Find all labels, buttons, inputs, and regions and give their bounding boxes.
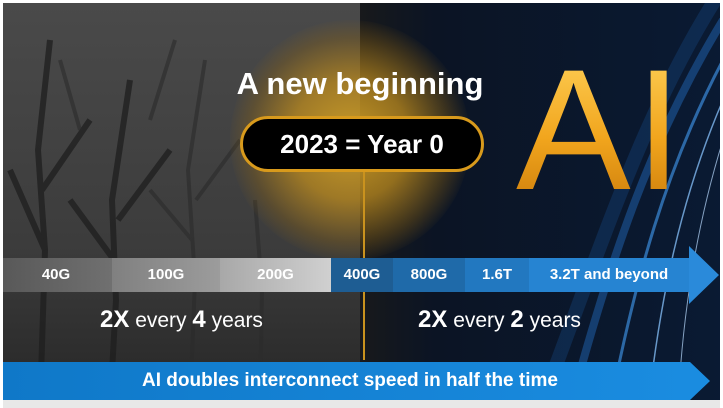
speed-segment-40g: 40G <box>0 258 112 292</box>
rate-right-text: 2X every 2 years <box>418 306 581 334</box>
ai-letters: AI <box>516 34 687 226</box>
banner-background <box>0 362 690 400</box>
year-zero-callout: 2023 = Year 0 <box>240 116 484 172</box>
speed-roadmap-bar: 40G 100G 200G 400G 800G 1.6T 3.2T and be… <box>0 246 723 304</box>
rate-left-mid: every <box>129 309 193 332</box>
speed-segment-200g: 200G <box>220 258 331 292</box>
rate-left-suffix: years <box>205 309 263 332</box>
slide-title: A new beginning <box>236 66 484 101</box>
arrow-right-icon <box>689 246 719 304</box>
rate-right-mid: every <box>447 309 511 332</box>
rate-left-prefix: 2X <box>100 306 130 333</box>
rate-right-suffix: years <box>523 309 581 332</box>
speed-segment-800g: 800G <box>393 258 465 292</box>
bottom-strip <box>0 400 723 408</box>
rate-left-text: 2X every 4 years <box>100 306 263 334</box>
rate-left-number: 4 <box>192 306 206 333</box>
speed-segment-400g: 400G <box>331 258 393 292</box>
speed-segment-100g: 100G <box>112 258 220 292</box>
rate-right-number: 2 <box>510 306 524 333</box>
speed-segment-1-6t: 1.6T <box>465 258 529 292</box>
banner-text: AI doubles interconnect speed in half th… <box>142 370 558 391</box>
banner-arrow-icon <box>690 362 710 400</box>
bottom-banner: AI doubles interconnect speed in half th… <box>0 362 723 400</box>
rate-right-prefix: 2X <box>418 306 448 333</box>
speed-segment-3-2t-and-beyond: 3.2T and beyond <box>529 258 689 292</box>
